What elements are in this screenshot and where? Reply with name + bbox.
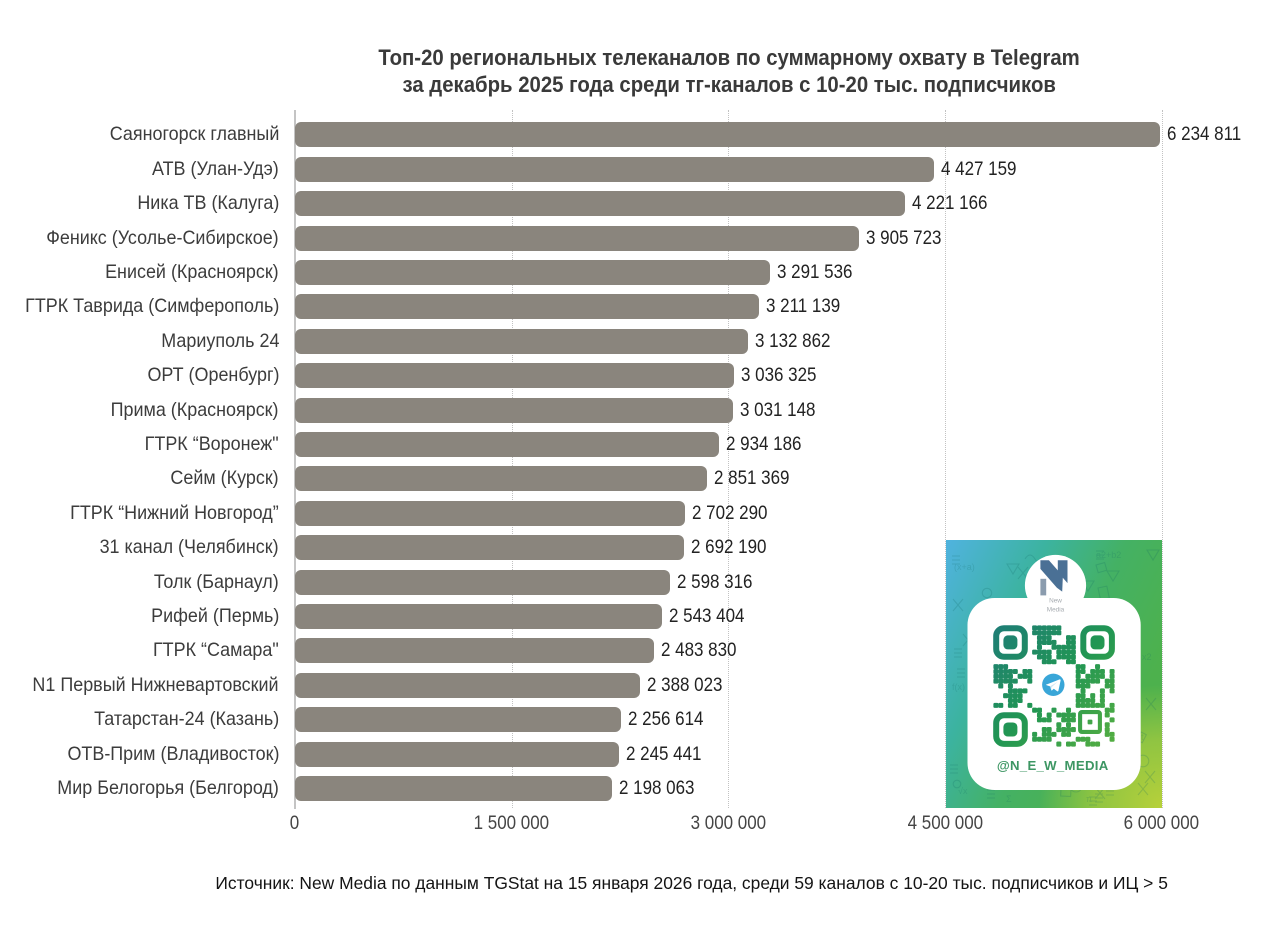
svg-text:New: New [1049, 598, 1062, 605]
svg-text:(x+a): (x+a) [954, 562, 975, 572]
svg-text:Σ: Σ [1006, 794, 1012, 804]
svg-text:a2+b2: a2+b2 [1096, 550, 1121, 560]
svg-text:π: π [1086, 794, 1092, 804]
svg-text:x2: x2 [1142, 652, 1152, 662]
svg-text:Media: Media [1047, 607, 1065, 614]
svg-text:@N_E_W_MEDIA: @N_E_W_MEDIA [997, 758, 1109, 773]
svg-text:f(x): f(x) [952, 682, 965, 692]
svg-text:√x: √x [958, 786, 968, 796]
